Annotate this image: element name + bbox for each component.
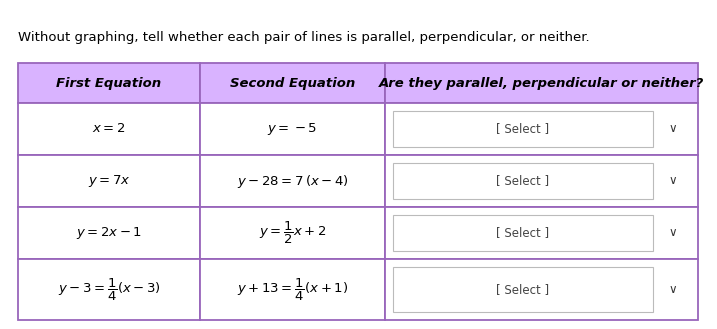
Bar: [385, 207, 698, 259]
Text: $x = 2$: $x = 2$: [92, 122, 125, 136]
Bar: [393, 215, 653, 251]
Bar: [393, 163, 653, 199]
Bar: [18, 155, 200, 207]
Text: $y - 3 = \dfrac{1}{4}(x - 3)$: $y - 3 = \dfrac{1}{4}(x - 3)$: [57, 276, 161, 303]
Text: [ Select ]: [ Select ]: [496, 122, 549, 136]
Bar: [200, 259, 385, 320]
Text: [ Select ]: [ Select ]: [496, 226, 549, 240]
Bar: [385, 103, 698, 155]
Text: First Equation: First Equation: [57, 77, 161, 89]
Bar: [200, 63, 385, 103]
Text: $y - 28 = 7\,(x - 4)$: $y - 28 = 7\,(x - 4)$: [237, 172, 348, 190]
Text: [ Select ]: [ Select ]: [496, 283, 549, 296]
Bar: [200, 103, 385, 155]
Text: $y = \dfrac{1}{2}x + 2$: $y = \dfrac{1}{2}x + 2$: [259, 220, 326, 246]
Text: $y = 2x - 1$: $y = 2x - 1$: [76, 225, 142, 241]
Text: $y = -5$: $y = -5$: [267, 121, 318, 137]
Bar: [200, 155, 385, 207]
Text: $y + 13 = \dfrac{1}{4}(x + 1)$: $y + 13 = \dfrac{1}{4}(x + 1)$: [237, 276, 348, 303]
Bar: [393, 267, 653, 312]
Text: Are they parallel, perpendicular or neither?: Are they parallel, perpendicular or neit…: [379, 77, 704, 89]
Text: Without graphing, tell whether each pair of lines is parallel, perpendicular, or: Without graphing, tell whether each pair…: [18, 32, 589, 44]
Text: ∨: ∨: [669, 122, 678, 136]
Bar: [18, 103, 200, 155]
Bar: [393, 111, 653, 147]
Bar: [18, 63, 200, 103]
Bar: [385, 259, 698, 320]
Text: Second Equation: Second Equation: [230, 77, 355, 89]
Text: ∨: ∨: [669, 226, 678, 240]
Bar: [385, 63, 698, 103]
Bar: [385, 155, 698, 207]
Text: ∨: ∨: [669, 283, 678, 296]
Text: [ Select ]: [ Select ]: [496, 174, 549, 188]
Text: $y = 7x$: $y = 7x$: [87, 173, 130, 189]
Bar: [18, 207, 200, 259]
Bar: [200, 207, 385, 259]
Text: ∨: ∨: [669, 174, 678, 188]
Bar: [18, 259, 200, 320]
